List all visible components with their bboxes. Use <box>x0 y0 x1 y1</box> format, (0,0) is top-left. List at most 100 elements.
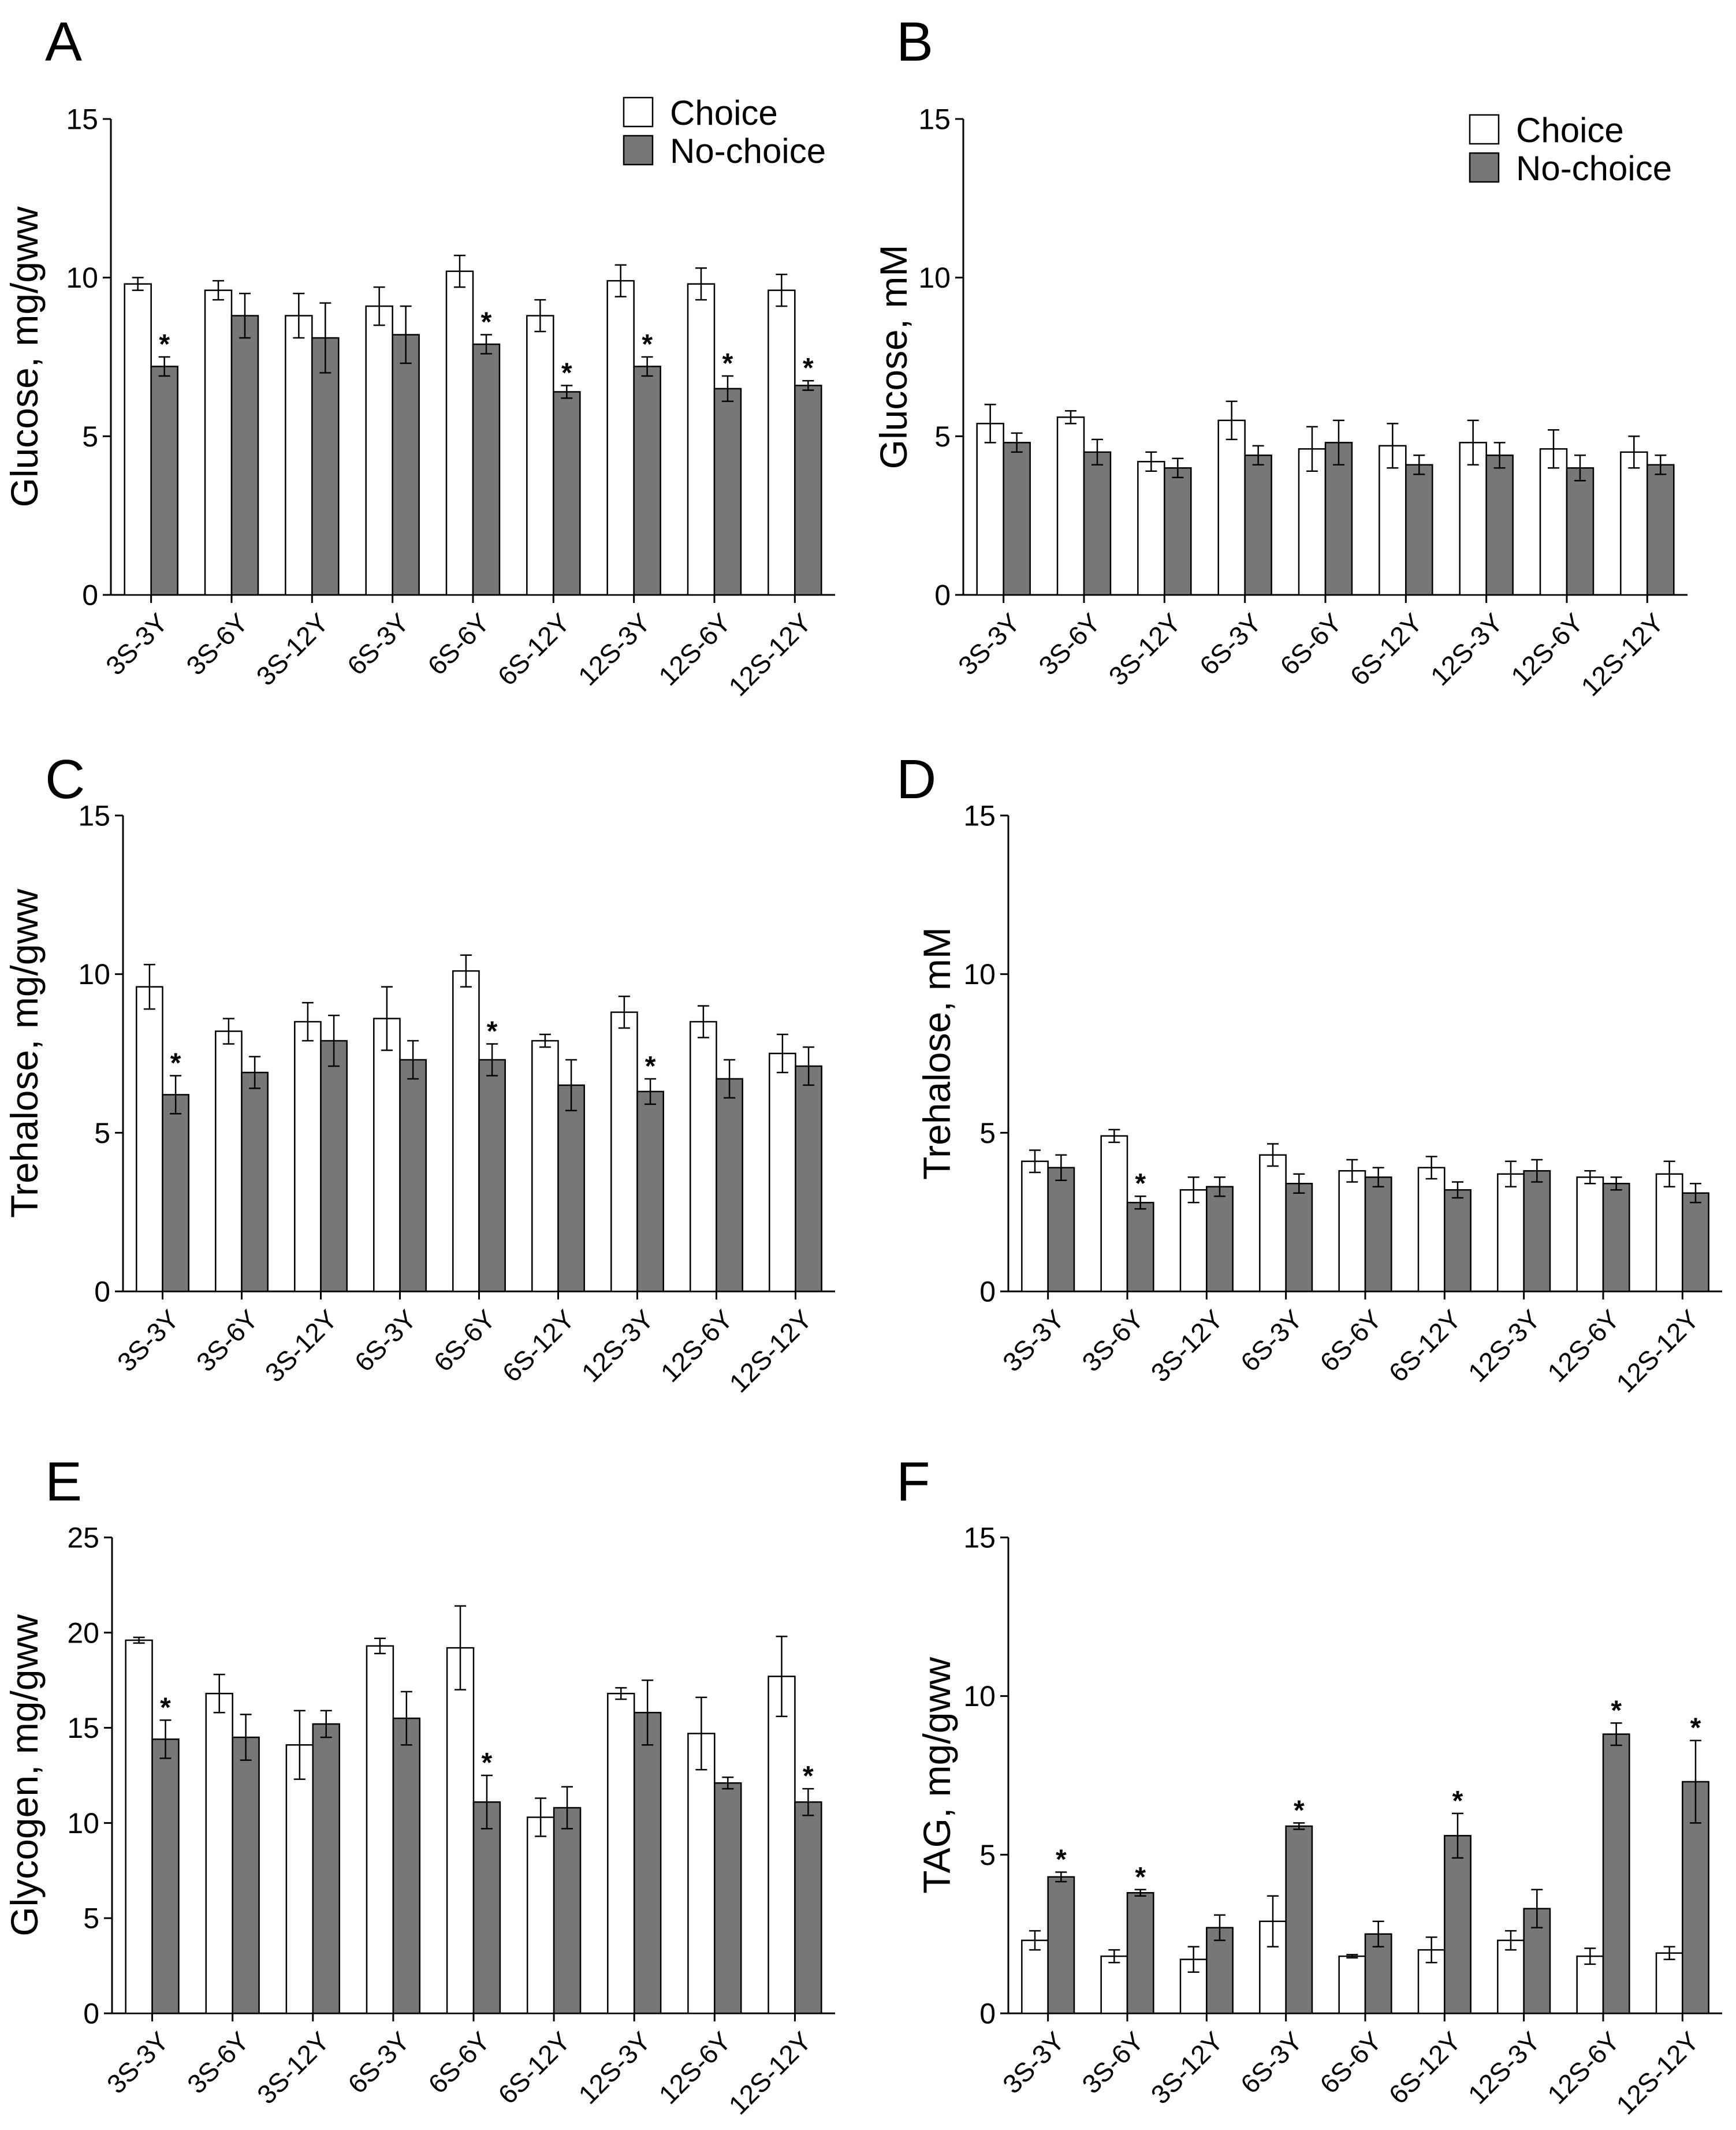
nochoice-bar <box>716 1078 743 1293</box>
nochoice-bar <box>1646 464 1675 596</box>
y-tick-label: 0 <box>82 579 98 612</box>
y-tick-label: 15 <box>66 103 98 136</box>
nochoice-bar <box>553 1807 582 2014</box>
y-axis-label: Trehalose, mg/gww <box>3 889 46 1218</box>
x-tick-label: 12S-12Y <box>723 2026 817 2120</box>
choice-bar <box>1338 1955 1366 2014</box>
legend-swatch-choice <box>623 96 654 128</box>
nochoice-bar <box>392 334 420 596</box>
nochoice-bar <box>1285 1825 1313 2014</box>
x-tick-label: 6S-3Y <box>349 1304 422 1377</box>
nochoice-bar <box>1566 467 1595 596</box>
nochoice-bar <box>1602 1182 1630 1293</box>
y-tick-label: 15 <box>963 800 996 832</box>
x-tick-label: 6S-3Y <box>1235 1304 1308 1377</box>
nochoice-bar <box>312 1723 340 2014</box>
x-tick-label: 3S-6Y <box>1033 608 1106 681</box>
x-tick-label: 3S-12Y <box>1103 608 1187 691</box>
x-tick-label: 12S-3Y <box>572 608 656 691</box>
choice-bar <box>366 1645 394 2014</box>
nochoice-bar <box>1602 1733 1630 2014</box>
x-tick-label: 6S-12Y <box>1383 2026 1467 2110</box>
significance-marker: * <box>487 1016 498 1047</box>
x-tick-label: 6S-12Y <box>497 1304 580 1388</box>
significance-marker: * <box>159 329 170 360</box>
y-tick-label: 0 <box>83 1998 99 2030</box>
choice-bar <box>1576 1955 1604 2014</box>
choice-bar <box>1100 1135 1128 1293</box>
x-tick-label: 12S-3Y <box>1462 1304 1546 1388</box>
x-tick-label: 6S-12Y <box>1383 1304 1467 1388</box>
choice-bar <box>1137 461 1165 596</box>
choice-bar <box>607 1693 635 2014</box>
legend-swatch-nochoice <box>1469 152 1500 183</box>
significance-marker: * <box>160 1692 171 1723</box>
x-tick-label: 3S-6Y <box>191 1304 264 1377</box>
y-tick-label: 10 <box>963 958 996 990</box>
significance-marker: * <box>1690 1713 1701 1744</box>
nochoice-bar <box>1126 1892 1154 2014</box>
choice-bar <box>531 1040 559 1293</box>
x-tick-label: 3S-12Y <box>1145 2026 1229 2110</box>
significance-marker: * <box>482 1748 493 1778</box>
x-tick-label: 6S-6Y <box>1314 2026 1387 2099</box>
choice-bar <box>976 423 1004 596</box>
x-tick-label: 12S-3Y <box>572 2026 656 2110</box>
choice-bar <box>446 1647 475 2014</box>
nochoice-bar <box>1444 1835 1471 2014</box>
y-tick-label: 15 <box>963 1522 996 1554</box>
y-tick-label: 15 <box>78 800 110 832</box>
nochoice-bar <box>1682 1192 1709 1293</box>
x-tick-label: 6S-6Y <box>422 608 495 681</box>
y-axis-label: TAG, mg/gww <box>915 1657 958 1894</box>
nochoice-bar <box>1126 1201 1154 1293</box>
nochoice-bar <box>1485 455 1514 596</box>
nochoice-bar <box>1405 464 1433 596</box>
nochoice-bar <box>633 1711 662 2014</box>
y-tick-label: 5 <box>83 1902 99 1935</box>
significance-marker: * <box>1452 1786 1463 1816</box>
choice-bar <box>452 970 480 1293</box>
panel-c: C Trehalose, mg/gww 0 5 10 15 * 3S-3Y 3S-6Y3S-12… <box>3 749 835 1398</box>
x-tick-label: 3S-12Y <box>1145 1304 1229 1388</box>
choice-bar <box>215 1030 243 1293</box>
nochoice-bar <box>713 388 742 596</box>
legend-swatch-nochoice <box>623 135 654 166</box>
nochoice-bar <box>1206 1927 1234 2014</box>
x-tick-label: 3S-6Y <box>1076 2026 1149 2099</box>
choice-bar <box>205 1693 233 2014</box>
x-tick-label: 3S-3Y <box>100 608 173 681</box>
nochoice-bar <box>1364 1176 1392 1293</box>
choice-bar <box>610 1011 638 1293</box>
significance-marker: * <box>170 1048 181 1078</box>
significance-marker: * <box>1056 1845 1067 1875</box>
x-tick-label: 12S-12Y <box>722 608 817 702</box>
nochoice-bar <box>311 337 340 596</box>
significance-marker: * <box>1294 1795 1305 1826</box>
nochoice-bar <box>472 1801 501 2014</box>
nochoice-bar <box>232 1736 260 2014</box>
choice-bar <box>1379 445 1407 596</box>
nochoice-bar <box>795 1065 822 1293</box>
choice-bar <box>1655 1173 1683 1293</box>
choice-bar <box>1021 1939 1049 2014</box>
choice-bar <box>606 280 635 596</box>
choice-bar <box>1100 1955 1128 2014</box>
legend-swatch-choice <box>1469 114 1500 145</box>
choice-bar <box>124 283 152 596</box>
nochoice-bar <box>320 1040 348 1293</box>
nochoice-bar <box>1047 1876 1075 2014</box>
x-tick-label: 3S-6Y <box>180 608 254 681</box>
y-tick-label: 0 <box>979 1276 996 1308</box>
y-axis-label: Glucose, mM <box>872 245 915 470</box>
nochoice-bar <box>1003 442 1031 596</box>
significance-marker: * <box>561 358 572 388</box>
nochoice-bar <box>794 1801 822 2014</box>
x-tick-label: 3S-6Y <box>1076 1304 1149 1377</box>
panel-letter: C <box>45 749 85 810</box>
x-tick-label: 6S-3Y <box>1235 2026 1308 2099</box>
nochoice-bar <box>553 391 581 596</box>
